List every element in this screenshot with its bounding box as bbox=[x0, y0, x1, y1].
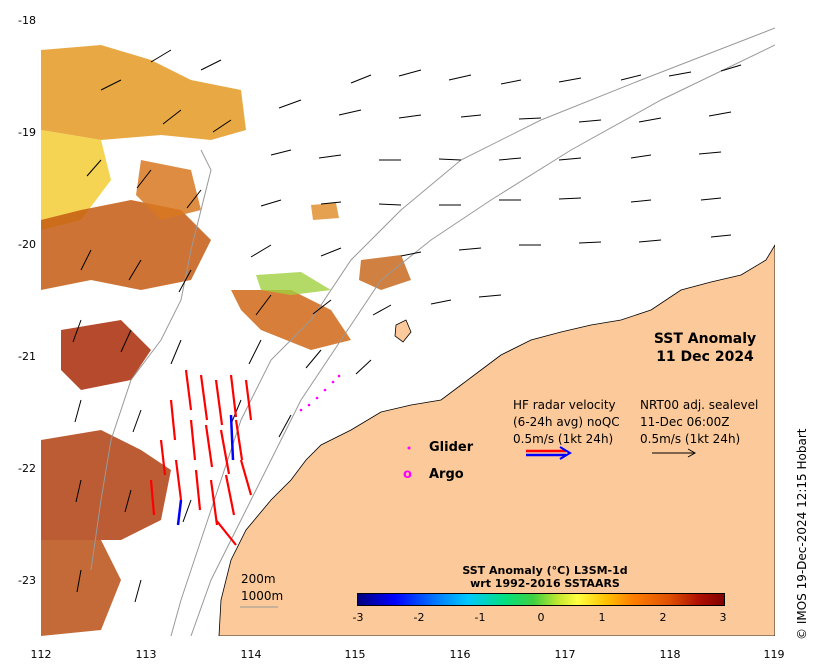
sst-patch-inner-orange bbox=[136, 160, 201, 220]
lon-label-118: 118 bbox=[659, 648, 681, 661]
map-area[interactable] bbox=[41, 20, 775, 636]
nrt-legend-line2: 11-Dec 06:00Z bbox=[640, 415, 730, 429]
lon-label-117: 117 bbox=[554, 648, 576, 661]
glider-track bbox=[299, 374, 341, 412]
imos-credit: © IMOS 19-Dec-2024 12:15 Hobart bbox=[795, 428, 809, 640]
hf-radar-vector-field bbox=[149, 369, 253, 546]
sst-patch-north bbox=[41, 45, 246, 140]
colorbar-title-line2: wrt 1992-2016 SSTAARS bbox=[470, 577, 620, 590]
nrt-legend-line1: NRT00 adj. sealevel bbox=[640, 398, 759, 412]
colorbar-tick-neg1: -1 bbox=[474, 611, 486, 624]
depth-legend-line bbox=[240, 606, 278, 608]
hf-legend-line3: 0.5m/s (1kt 24h) bbox=[513, 432, 614, 446]
title-date: 11 Dec 2024 bbox=[656, 349, 754, 365]
sst-patch-far-south bbox=[41, 540, 121, 636]
map-title: SST Anomaly 11 Dec 2024 bbox=[610, 330, 800, 366]
lon-label-112: 112 bbox=[30, 648, 52, 661]
sst-patch-offshore-small bbox=[311, 203, 339, 220]
sst-patch-southwest-red bbox=[61, 320, 151, 390]
sealevel-vector-field bbox=[72, 49, 742, 603]
lat-label-22: -22 bbox=[18, 462, 36, 475]
title-line1: SST Anomaly bbox=[653, 331, 757, 347]
nrt-sealevel-legend: NRT00 adj. sealevel 11-Dec 06:00Z 0.5m/s… bbox=[640, 397, 758, 448]
sst-colorbar bbox=[357, 593, 725, 606]
argo-marker-icon: o bbox=[403, 467, 412, 482]
colorbar-tick-0: 0 bbox=[537, 611, 545, 624]
hf-legend-arrow-icon bbox=[526, 446, 572, 460]
island bbox=[394, 319, 412, 343]
argo-legend-label: Argo bbox=[429, 467, 464, 482]
hf-radar-legend: HF radar velocity (6-24h avg) noQC 0.5m/… bbox=[513, 397, 620, 448]
lat-label-20: -20 bbox=[18, 238, 36, 251]
lon-label-115: 115 bbox=[344, 648, 366, 661]
colorbar-tick-neg3: -3 bbox=[352, 611, 364, 624]
sst-patch-shelf-orange bbox=[231, 290, 351, 350]
lon-label-119: 119 bbox=[763, 648, 785, 661]
colorbar-title-line1: SST Anomaly (°C) L3SM-1d bbox=[462, 564, 628, 577]
colorbar-tick-3: 3 bbox=[719, 611, 727, 624]
sst-patch-offshore bbox=[359, 255, 411, 290]
contour-coastal bbox=[90, 149, 212, 571]
lon-label-116: 116 bbox=[449, 648, 471, 661]
colorbar-tick-2: 2 bbox=[659, 611, 667, 624]
depth-label-1000m: 1000m bbox=[241, 589, 284, 603]
colorbar-tick-neg2: -2 bbox=[413, 611, 425, 624]
lon-label-114: 114 bbox=[240, 648, 262, 661]
sst-patch-west-orange bbox=[41, 200, 211, 290]
hf-radar-vector-blue bbox=[176, 414, 235, 526]
hf-legend-line2: (6-24h avg) noQC bbox=[513, 415, 620, 429]
glider-marker-icon bbox=[407, 446, 411, 450]
contour-200m bbox=[170, 27, 775, 636]
lat-label-23: -23 bbox=[18, 574, 36, 587]
hf-legend-line1: HF radar velocity bbox=[513, 398, 616, 412]
depth-contour-legend: 200m 1000m bbox=[241, 571, 283, 605]
land-mass bbox=[218, 244, 775, 636]
sst-patch-south-red bbox=[41, 430, 171, 540]
lon-label-113: 113 bbox=[135, 648, 157, 661]
colorbar-tick-1: 1 bbox=[598, 611, 606, 624]
map-canvas bbox=[41, 27, 775, 636]
depth-label-200m: 200m bbox=[241, 572, 276, 586]
sst-patch-northwest-yellow bbox=[41, 130, 111, 230]
nrt-legend-line3: 0.5m/s (1kt 24h) bbox=[640, 432, 741, 446]
sst-patch-shelf-green bbox=[256, 272, 331, 295]
contour-1000m bbox=[190, 44, 775, 636]
lat-label-19: -19 bbox=[18, 126, 36, 139]
nrt-legend-arrow-icon bbox=[652, 448, 697, 458]
lat-label-18: -18 bbox=[18, 14, 36, 27]
lat-label-21: -21 bbox=[18, 350, 36, 363]
colorbar-title: SST Anomaly (°C) L3SM-1d wrt 1992-2016 S… bbox=[380, 564, 710, 590]
glider-legend-label: Glider bbox=[429, 440, 474, 455]
bathymetry-contours bbox=[90, 27, 775, 636]
